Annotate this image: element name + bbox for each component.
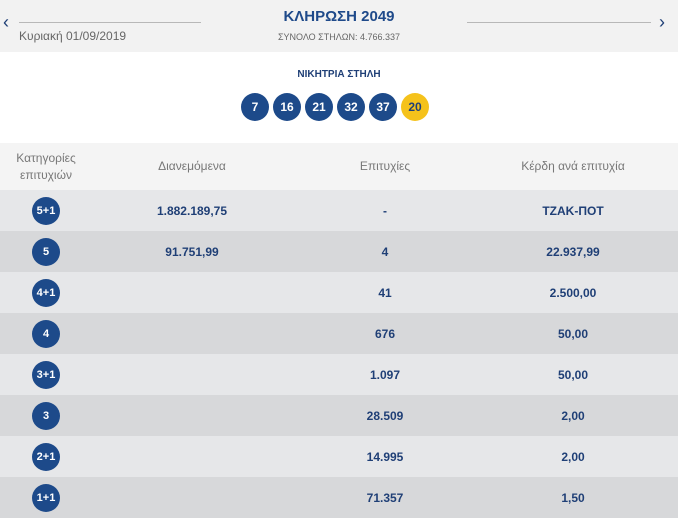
- category-badge: 4+1: [32, 278, 60, 307]
- draw-title: ΚΛΗΡΩΣΗ 2049: [283, 8, 395, 25]
- category-badge: 1+1: [32, 483, 60, 512]
- winners-cell: 14.995: [366, 449, 404, 464]
- prize-cell: 2.500,00: [549, 285, 597, 300]
- category-badge: 5+1: [32, 196, 60, 225]
- number-ball: 21: [305, 93, 333, 121]
- prize-cell: 1,50: [561, 490, 585, 505]
- table-row: 5+1 1.882.189,75 - ΤΖΑΚ-ΠΟΤ: [0, 190, 678, 231]
- prize-cell: 2,00: [561, 408, 585, 423]
- prize-cell: ΤΖΑΚ-ΠΟΤ: [542, 203, 604, 218]
- winning-numbers: 7 16 21 32 37 20: [241, 93, 429, 121]
- number-ball: 7: [241, 93, 269, 121]
- prev-draw-arrow-icon[interactable]: ‹: [3, 12, 9, 32]
- draw-date: Κυριακή 01/09/2019: [19, 29, 127, 43]
- number-ball: 32: [337, 93, 365, 121]
- winners-cell: 1.097: [369, 367, 401, 382]
- table-row: 4+1 41 2.500,00: [0, 272, 678, 313]
- distributed-cell: [122, 436, 262, 477]
- category-badge: 2+1: [32, 442, 60, 471]
- draw-header: ‹ › Κυριακή 01/09/2019 ΚΛΗΡΩΣΗ 2049 ΣΥΝΟ…: [0, 0, 678, 52]
- distributed-cell: [122, 313, 262, 354]
- distributed-cell: [122, 395, 262, 436]
- distributed-cell: [122, 354, 262, 395]
- distributed-cell: [122, 477, 262, 518]
- next-draw-arrow-icon[interactable]: ›: [659, 12, 665, 32]
- prize-cell: 50,00: [557, 326, 589, 341]
- winners-cell: 28.509: [366, 408, 404, 423]
- table-row: 3 28.509 2,00: [0, 395, 678, 436]
- category-badge: 3+1: [32, 360, 60, 389]
- category-badge: 5: [32, 237, 60, 266]
- winners-cell: -: [383, 203, 387, 218]
- total-columns: ΣΥΝΟΛΟ ΣΤΗΛΩΝ: 4.766.337: [277, 32, 401, 42]
- winners-cell: 71.357: [366, 490, 404, 505]
- prize-cell: 50,00: [557, 367, 589, 382]
- divider: [19, 22, 201, 23]
- table-row: 4 676 50,00: [0, 313, 678, 354]
- winners-cell: 676: [374, 326, 396, 341]
- winning-column-label: ΝΙΚΗΤΡΙΑ ΣΤΗΛΗ: [297, 69, 381, 80]
- header-winners: Επιτυχίες: [359, 159, 411, 173]
- header-prize: Κέρδη ανά επιτυχία: [521, 159, 625, 173]
- header-categories: Κατηγορίες επιτυχιών: [16, 150, 76, 182]
- table-row: 2+1 14.995 2,00: [0, 436, 678, 477]
- number-ball: 16: [273, 93, 301, 121]
- distributed-cell: 91.751,99: [165, 244, 219, 259]
- table-row: 5 91.751,99 4 22.937,99: [0, 231, 678, 272]
- table-row: 3+1 1.097 50,00: [0, 354, 678, 395]
- winners-cell: 4: [381, 244, 389, 259]
- category-badge: 3: [32, 401, 60, 430]
- winners-cell: 41: [378, 285, 392, 300]
- prize-cell: 2,00: [561, 449, 585, 464]
- prize-cell: 22.937,99: [546, 244, 600, 259]
- table-header: Κατηγορίες επιτυχιών Διανεμόμενα Επιτυχί…: [0, 143, 678, 190]
- table-row: 1+1 71.357 1,50: [0, 477, 678, 518]
- bonus-ball: 20: [401, 93, 429, 121]
- distributed-cell: 1.882.189,75: [156, 203, 228, 218]
- distributed-cell: [122, 272, 262, 313]
- number-ball: 37: [369, 93, 397, 121]
- header-distributed: Διανεμόμενα: [158, 159, 226, 173]
- category-badge: 4: [32, 319, 60, 348]
- divider: [467, 22, 651, 23]
